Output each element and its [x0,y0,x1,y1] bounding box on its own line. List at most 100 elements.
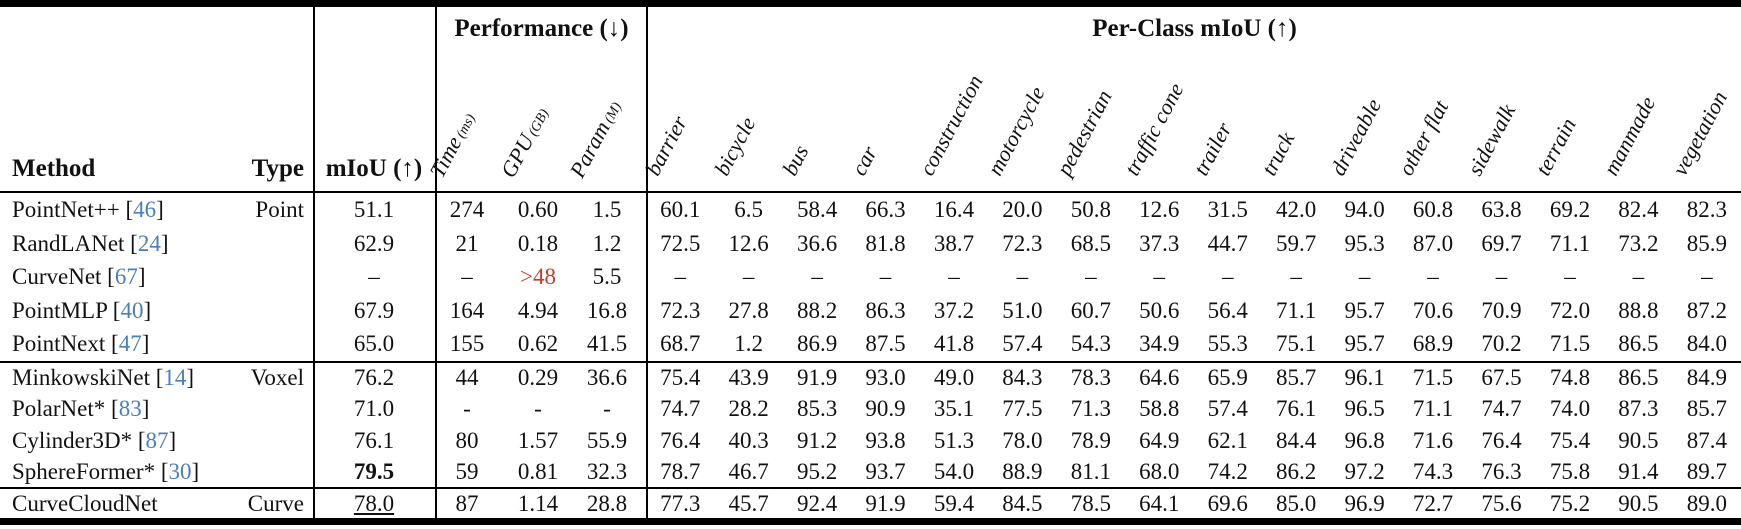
miou-cell: 65.0 [353,331,395,357]
class-value: 40.3 [728,427,769,453]
class-value: 96.5 [1344,396,1385,422]
class-value: 71.1 [1549,230,1591,256]
citation-link[interactable]: 40 [120,297,144,323]
class-value: 74.8 [1549,365,1591,390]
class-value: 38.7 [933,230,975,256]
class-value: 59.7 [1276,230,1317,256]
type-miou-divider [313,7,315,518]
citation-link[interactable]: 30 [168,458,192,484]
time-cell: 155 [449,331,485,357]
table-row: RandLANet [24] 62.9 21 0.18 1.2 72.5 12.6 36.6 8… [0,227,1741,261]
class-value: 75.4 [1549,427,1591,453]
citation-link[interactable]: 14 [163,365,187,390]
class-value: 68.7 [660,331,701,357]
citation-link[interactable]: 83 [118,396,142,422]
time-cell: - [463,396,471,422]
class-value: 59.4 [933,491,975,516]
class-value: 71.3 [1070,396,1111,422]
class-value: 20.0 [1002,197,1043,222]
time-cell: 59 [455,458,479,484]
gpu-cell: 0.60 [517,197,559,222]
class-value: 88.2 [796,297,838,323]
method-name: PolarNet* [12,396,106,422]
class-value: 91.9 [865,491,906,516]
table-row: CurveNet [67] – – >48 5.5 – – – – – – – – – – – – – – – – [0,260,1741,294]
class-value: – [1632,264,1645,290]
class-value: 87.0 [1412,230,1454,256]
param-cell: 55.9 [586,427,628,453]
citation-link[interactable]: 47 [118,331,142,357]
header-rule [0,191,1741,193]
class-value: 89.0 [1686,491,1727,516]
type-cell: Voxel [250,365,304,390]
class-value: – [948,264,960,290]
class-value: 67.5 [1481,365,1522,390]
method-cell: MinkowskiNet [14] [12,365,195,390]
method-cell: PointNet++ [46] [12,197,164,222]
miou-column-header: mIoU (↑) [325,155,423,182]
class-value: – [879,264,892,290]
type-cell: Curve [247,491,304,516]
param-cell: 41.5 [586,331,628,357]
class-value: 90.9 [865,396,906,422]
class-value: 37.3 [1139,230,1180,256]
class-column-header: motorcycle [982,82,1051,180]
class-value: 95.3 [1344,230,1385,256]
citation-link[interactable]: 24 [137,230,161,256]
class-value: 91.4 [1618,458,1659,484]
param-cell: 1.5 [592,197,622,222]
class-value: 35.1 [933,396,975,422]
class-value: – [1701,264,1713,290]
citation-link[interactable]: 87 [145,427,169,453]
class-value: 74.2 [1207,458,1248,484]
class-value: 69.2 [1549,197,1591,222]
type-column-header: Type [251,155,304,182]
citation-link[interactable]: 46 [133,197,157,222]
class-column-header: driveable [1324,94,1386,180]
class-value: 85.7 [1276,365,1317,390]
method-name: SphereFormer* [12,458,156,484]
class-value: – [1358,264,1371,290]
class-column-header: construction [914,70,988,180]
miou-cell: 76.2 [353,365,395,390]
method-cell: SphereFormer* [30] [12,458,200,484]
class-value: 41.8 [933,331,975,357]
method-name: PointNet++ [12,197,120,222]
class-value: 54.3 [1070,331,1111,357]
method-name: PointMLP [12,297,108,323]
citation-link[interactable]: 67 [114,264,138,290]
class-value: 91.2 [796,427,838,453]
perf-column-unit: (ms) [452,111,479,144]
class-value: – [811,264,823,290]
class-value: 78.0 [1002,427,1043,453]
class-value: 57.4 [1002,331,1043,357]
class-value: 88.8 [1618,297,1659,323]
class-value: 55.3 [1207,331,1248,357]
class-value: 85.7 [1686,396,1727,422]
class-value: 57.4 [1207,396,1248,422]
class-value: 96.9 [1344,491,1385,516]
class-value: 84.0 [1686,331,1727,357]
class-value: 81.1 [1070,458,1111,484]
method-cell: RandLANet [24] [12,230,169,256]
class-value: 70.2 [1481,331,1522,357]
class-value: 64.1 [1139,491,1180,516]
gpu-cell: >48 [520,264,556,290]
class-value: 44.7 [1207,230,1248,256]
table-row: PointNet++ [46] Point 51.1 274 0.60 1.5 60.1 6.… [0,193,1741,227]
time-cell: 44 [455,365,479,390]
class-value: 84.9 [1686,365,1727,390]
class-value: 74.0 [1549,396,1591,422]
class-column-header: other flat [1393,96,1454,180]
gpu-cell: 0.81 [517,458,559,484]
class-value: 46.7 [728,458,769,484]
class-value: 60.1 [660,197,701,222]
perf-column-header: Time (ms) [425,108,485,184]
class-value: 93.7 [865,458,906,484]
class-column-header: vegetation [1666,86,1732,180]
method-cell: CurveNet [67] [12,264,146,290]
perclass-group-header: Per-Class mIoU (↑) [1092,15,1297,42]
class-column-header: car [845,141,882,180]
table-row: Cylinder3D* [87] 76.1 80 1.57 55.9 76.4 40.3 91… [0,425,1741,456]
performance-perclass-divider [646,7,648,518]
